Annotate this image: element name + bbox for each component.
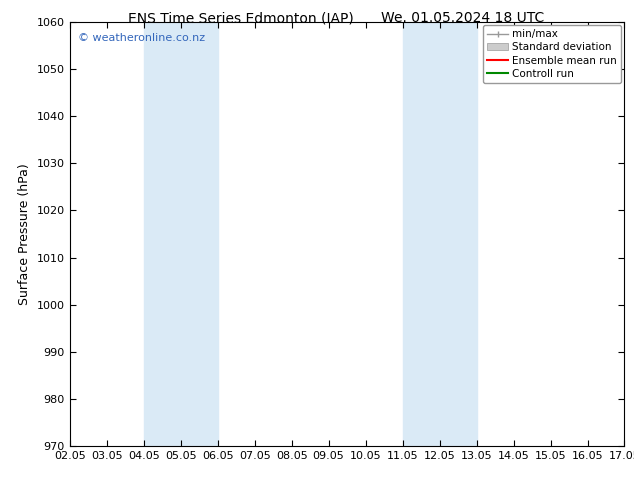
Text: © weatheronline.co.nz: © weatheronline.co.nz <box>78 33 205 43</box>
Text: We. 01.05.2024 18 UTC: We. 01.05.2024 18 UTC <box>381 11 545 25</box>
Bar <box>403 22 477 446</box>
Legend: min/max, Standard deviation, Ensemble mean run, Controll run: min/max, Standard deviation, Ensemble me… <box>483 25 621 83</box>
Y-axis label: Surface Pressure (hPa): Surface Pressure (hPa) <box>18 163 31 305</box>
Bar <box>144 22 217 446</box>
Text: ENS Time Series Edmonton (IAP): ENS Time Series Edmonton (IAP) <box>128 11 354 25</box>
